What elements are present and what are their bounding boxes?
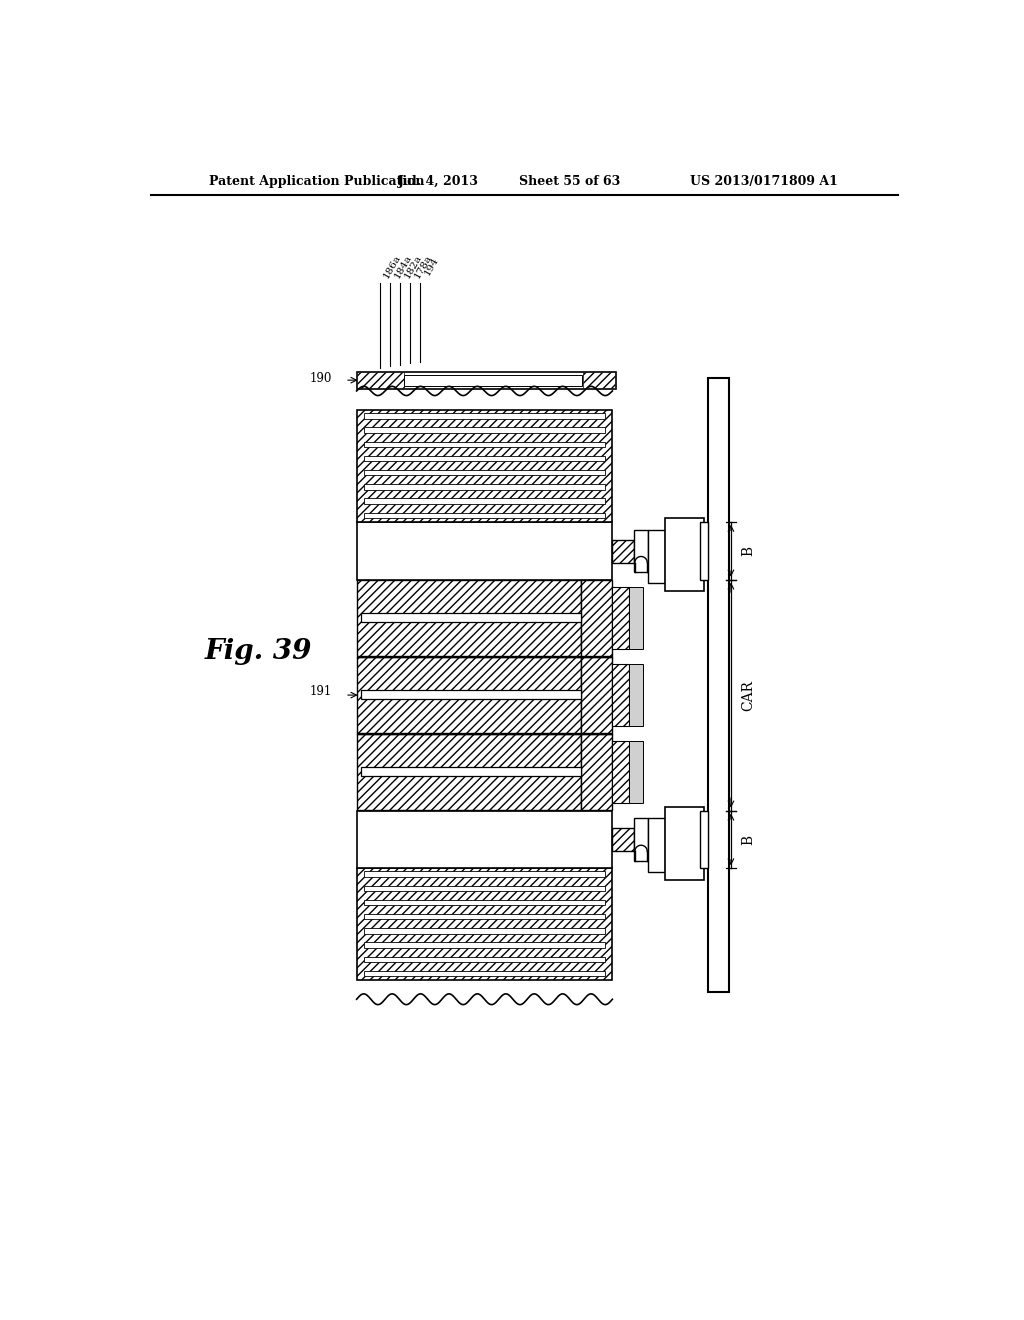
Bar (630, 664, 643, 726)
Bar (582, 657, 612, 733)
Bar (365, 428, 604, 433)
Bar (365, 970, 604, 977)
Bar (403, 375, 583, 385)
Bar (356, 734, 582, 810)
Text: 191: 191 (309, 685, 332, 698)
Text: 178a: 178a (413, 252, 433, 280)
Bar (356, 581, 582, 656)
Bar (665, 517, 703, 591)
Bar (365, 442, 604, 447)
Bar (612, 540, 634, 562)
Bar (630, 587, 643, 649)
Bar (612, 587, 630, 649)
Text: 194: 194 (423, 255, 440, 277)
Bar (648, 529, 665, 583)
Bar (365, 413, 604, 418)
Bar (612, 742, 630, 803)
Bar (365, 470, 604, 475)
Bar (365, 928, 604, 933)
Bar (648, 818, 665, 873)
Bar (365, 957, 604, 962)
Bar (700, 810, 708, 869)
Bar (634, 818, 648, 861)
Bar (612, 664, 630, 726)
Bar (356, 869, 612, 979)
Text: 182a: 182a (402, 252, 423, 280)
Bar (630, 742, 643, 803)
Bar (365, 942, 604, 948)
Bar (356, 411, 612, 521)
Text: CAR: CAR (741, 680, 755, 710)
Bar (356, 521, 612, 579)
Bar (356, 657, 582, 733)
Bar (665, 807, 703, 880)
Bar (365, 913, 604, 919)
Text: 186a: 186a (382, 252, 403, 280)
Bar (365, 900, 604, 906)
Bar (365, 484, 604, 490)
Bar (356, 372, 616, 388)
Bar (365, 512, 604, 517)
Bar (365, 871, 604, 876)
Bar (360, 690, 582, 700)
Text: Jul. 4, 2013: Jul. 4, 2013 (397, 176, 478, 187)
Bar (582, 581, 612, 656)
Bar (612, 829, 634, 851)
Bar (357, 372, 403, 388)
Bar (583, 372, 615, 388)
Text: Sheet 55 of 63: Sheet 55 of 63 (519, 176, 621, 187)
Bar (700, 521, 708, 579)
Bar (365, 455, 604, 461)
Bar (365, 499, 604, 504)
Bar (708, 378, 729, 991)
Text: 190: 190 (309, 372, 332, 385)
Text: US 2013/0171809 A1: US 2013/0171809 A1 (689, 176, 838, 187)
Text: 184a: 184a (392, 252, 413, 280)
Bar (356, 810, 612, 869)
Text: Fig. 39: Fig. 39 (205, 638, 312, 665)
Text: B: B (741, 545, 755, 556)
Bar (634, 529, 648, 572)
Bar (360, 614, 582, 622)
Bar (582, 734, 612, 810)
Bar (365, 886, 604, 891)
Text: B: B (741, 834, 755, 845)
Bar (360, 767, 582, 776)
Text: Patent Application Publication: Patent Application Publication (209, 176, 425, 187)
